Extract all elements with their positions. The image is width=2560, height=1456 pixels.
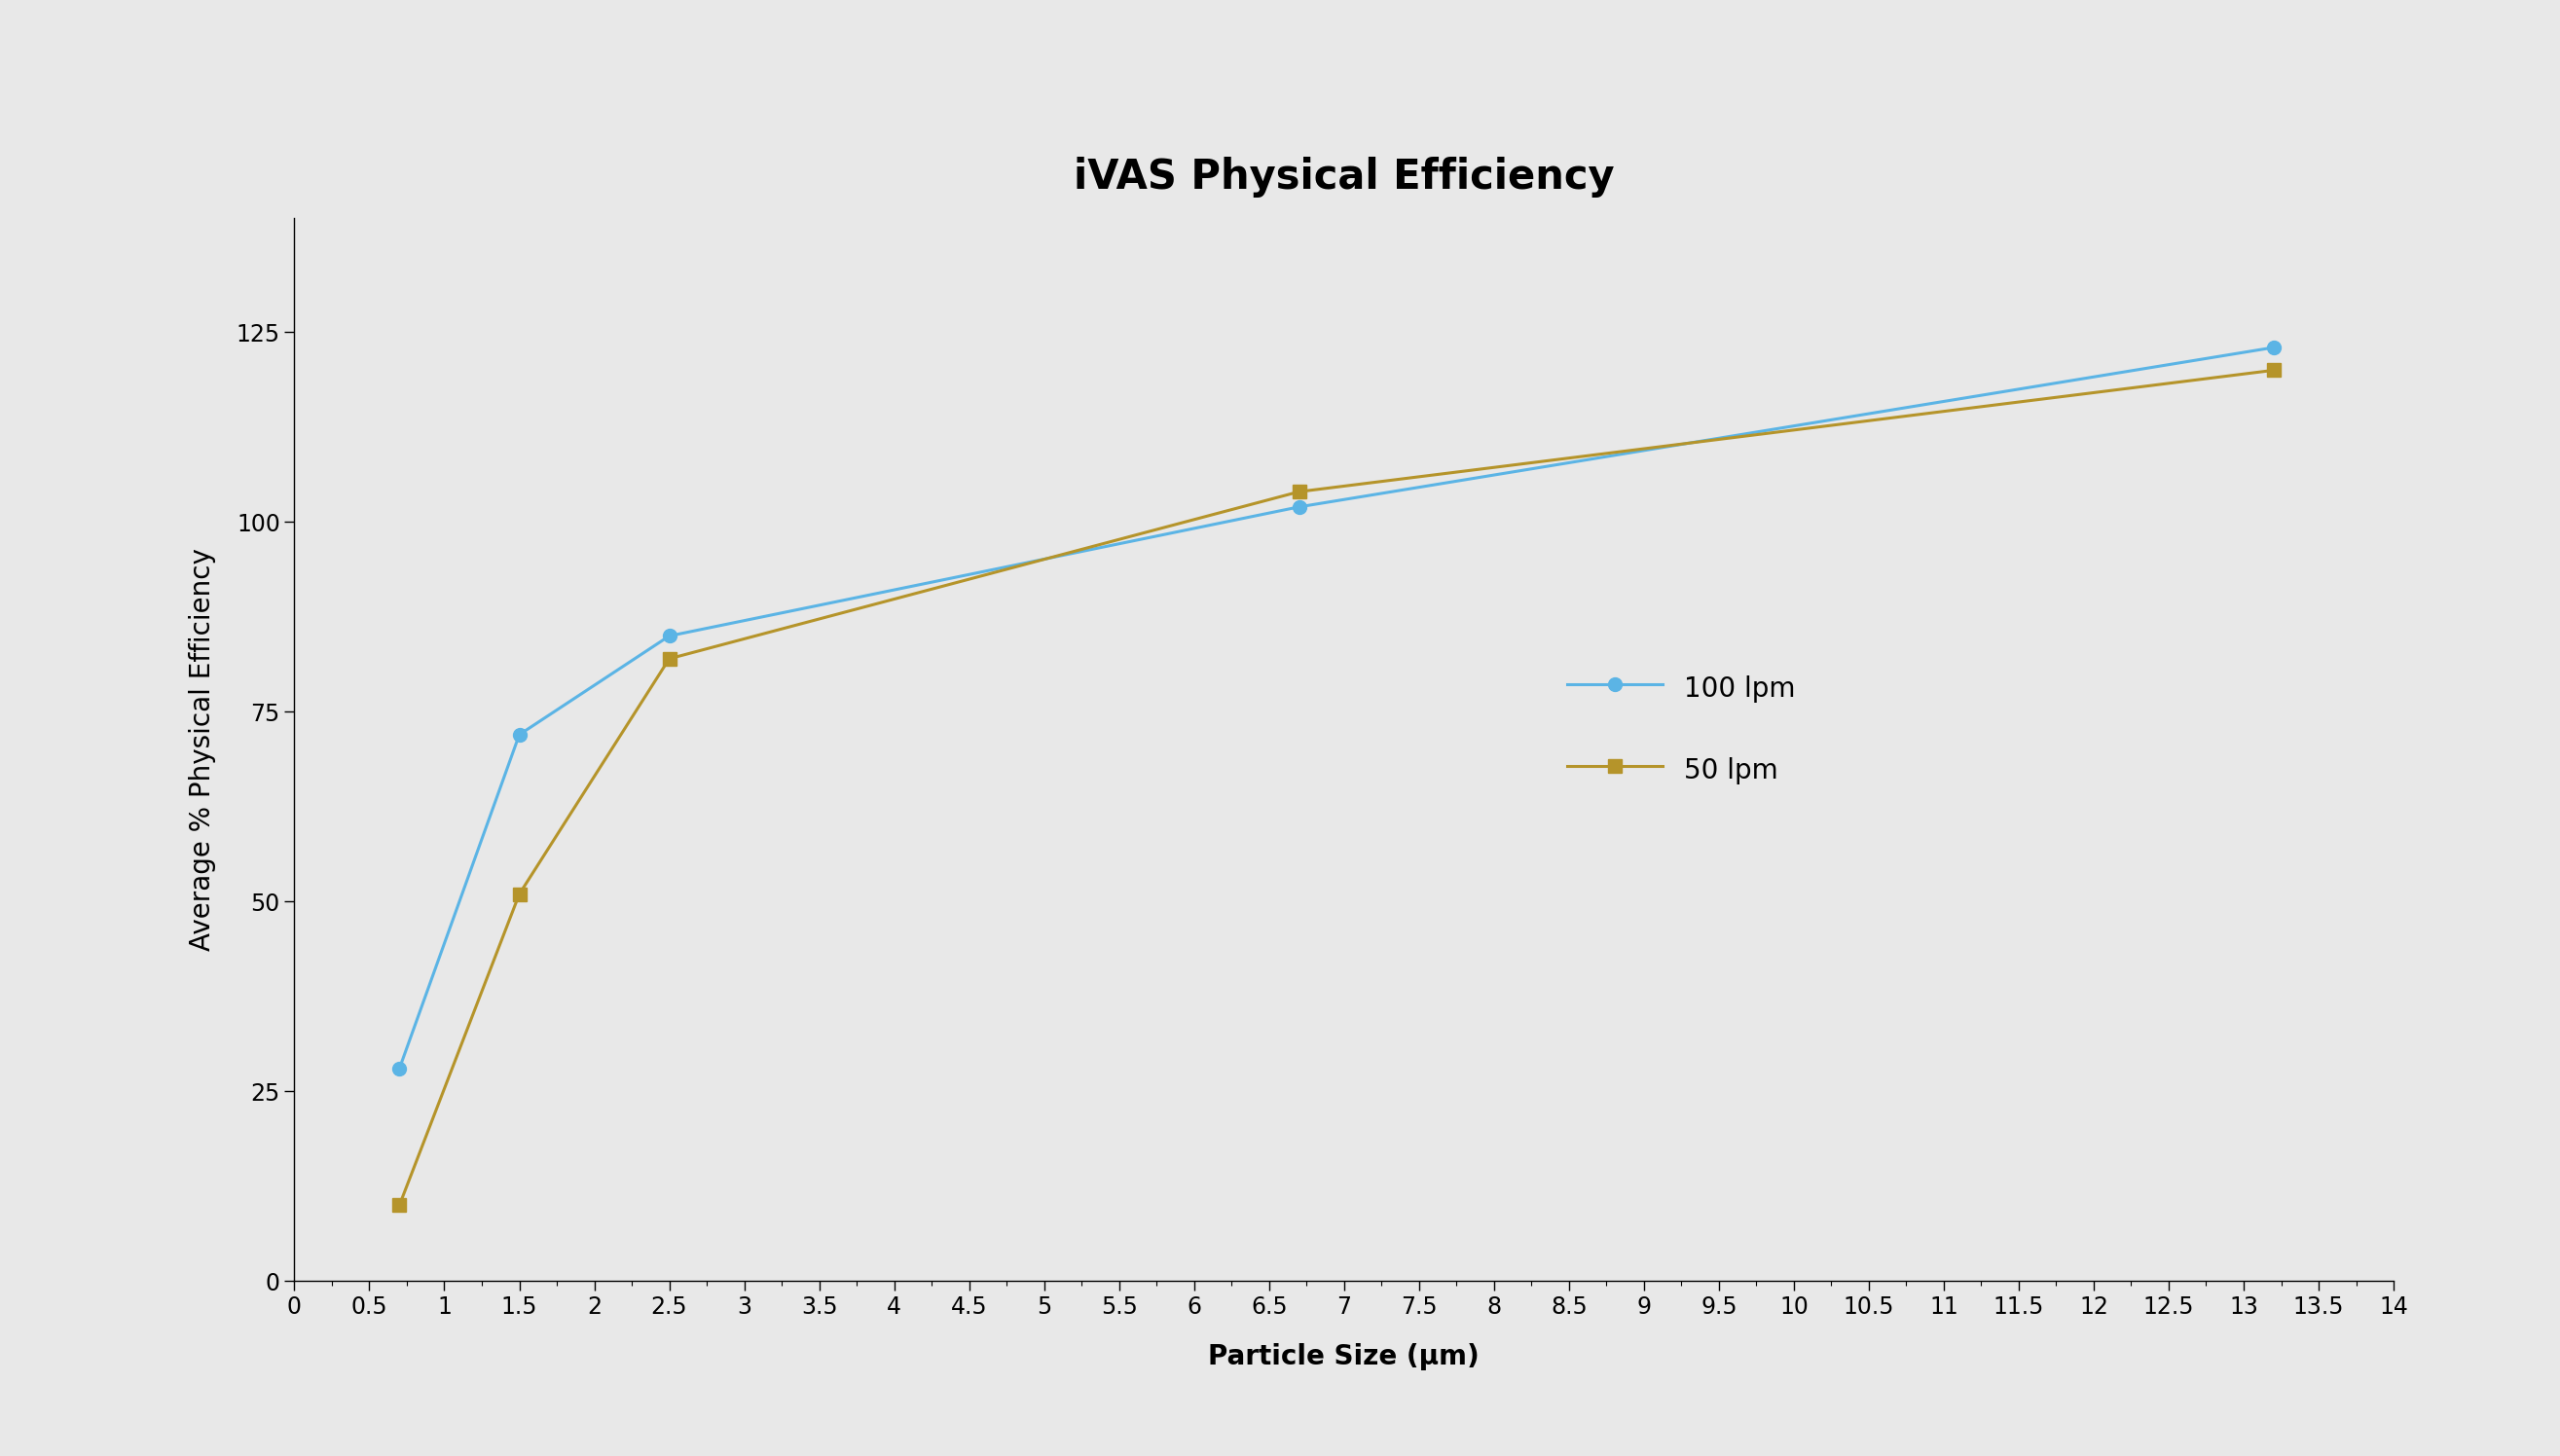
50 lpm: [2258, 361, 2289, 379]
100 lpm: [2258, 339, 2289, 357]
100 lpm: [504, 727, 535, 744]
Y-axis label: Average % Physical Efficiency: Average % Physical Efficiency: [189, 549, 215, 951]
Line: 100 lpm: 100 lpm: [392, 341, 2281, 1076]
50 lpm: [384, 1197, 415, 1214]
100 lpm: [653, 628, 684, 645]
Line: 50 lpm: 50 lpm: [392, 364, 2281, 1211]
Legend: 100 lpm, 50 lpm: 100 lpm, 50 lpm: [1567, 671, 1795, 786]
100 lpm: [384, 1060, 415, 1077]
50 lpm: [1283, 483, 1313, 501]
Title: iVAS Physical Efficiency: iVAS Physical Efficiency: [1073, 157, 1615, 198]
50 lpm: [653, 649, 684, 667]
X-axis label: Particle Size (μm): Particle Size (μm): [1208, 1344, 1480, 1370]
50 lpm: [504, 885, 535, 903]
100 lpm: [1283, 498, 1313, 515]
